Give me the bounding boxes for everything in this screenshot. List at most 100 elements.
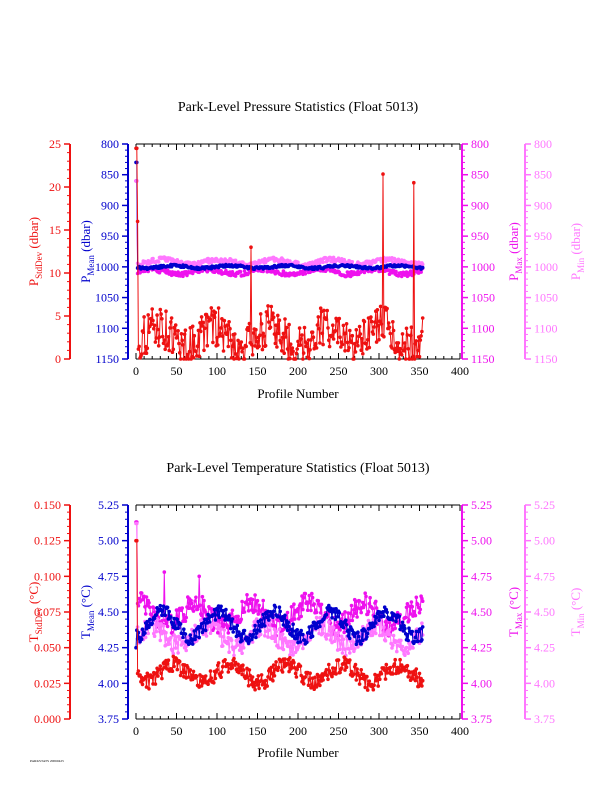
stddev-data-point bbox=[255, 683, 260, 687]
max-data-point bbox=[309, 608, 313, 613]
min-data-point bbox=[381, 631, 385, 636]
stddev-data-point bbox=[190, 324, 195, 329]
max-data-point bbox=[261, 598, 266, 603]
stddev-data-point bbox=[301, 357, 305, 361]
mean-axis-symbol: P bbox=[78, 276, 93, 283]
max-data-point bbox=[340, 612, 345, 617]
stddev-data-point bbox=[183, 328, 188, 333]
stddev-data-point bbox=[162, 338, 167, 342]
stddev-data-point bbox=[280, 349, 284, 353]
stddev-tick-label: 15 bbox=[49, 223, 61, 237]
stddev-axis-symbol: P bbox=[26, 279, 41, 286]
mean-data-point bbox=[163, 613, 167, 618]
max-tick-label: 900 bbox=[471, 198, 489, 212]
stddev-data-point bbox=[414, 339, 419, 343]
stddev-data-point bbox=[233, 352, 238, 356]
mean-tick-label: 4.25 bbox=[98, 641, 119, 655]
mean-data-point bbox=[224, 607, 228, 612]
stddev-data-point bbox=[254, 339, 259, 344]
stddev-series-line bbox=[136, 147, 424, 360]
min-data-point bbox=[399, 638, 403, 643]
mean-data-point bbox=[197, 635, 201, 640]
stddev-data-point bbox=[137, 344, 141, 349]
stddev-data-point bbox=[209, 306, 214, 310]
stddev-data-point bbox=[358, 332, 363, 336]
mean-data-point bbox=[251, 632, 256, 637]
mean-data-point bbox=[213, 618, 218, 622]
stddev-data-point bbox=[176, 329, 180, 333]
max-axis-label: TMax (°C) bbox=[506, 587, 524, 637]
stddev-data-point bbox=[318, 341, 322, 345]
mean-data-point bbox=[339, 619, 343, 624]
min-data-point bbox=[227, 650, 231, 654]
stddev-data-point bbox=[309, 338, 313, 342]
stddev-axis-subscript: StdDev bbox=[34, 607, 44, 635]
stddev-data-point bbox=[362, 319, 367, 324]
min-data-point bbox=[170, 648, 175, 653]
stddev-data-point bbox=[287, 322, 291, 327]
mean-data-point bbox=[154, 613, 159, 617]
x-tick-label: 0 bbox=[133, 364, 139, 378]
max-data-point bbox=[143, 612, 148, 616]
mean-data-point bbox=[252, 628, 257, 633]
min-tick-label: 900 bbox=[534, 198, 552, 212]
min-data-point bbox=[152, 634, 157, 638]
stddev-data-point bbox=[202, 348, 206, 353]
mean-data-point bbox=[187, 641, 192, 646]
min-axis-subscript: Min bbox=[576, 257, 586, 273]
mean-data-point bbox=[403, 626, 407, 631]
stddev-data-point bbox=[349, 340, 354, 345]
max-data-point bbox=[297, 616, 301, 621]
pressure-x-axis-label: Profile Number bbox=[257, 386, 339, 401]
stddev-data-point bbox=[413, 678, 418, 683]
stddev-data-point bbox=[377, 337, 381, 342]
max-data-point bbox=[374, 606, 379, 610]
stddev-data-point bbox=[266, 675, 270, 679]
mean-data-point bbox=[240, 639, 244, 643]
stddev-data-point bbox=[400, 332, 405, 336]
stddev-data-point bbox=[331, 337, 336, 341]
stddev-data-point bbox=[313, 675, 317, 680]
footer-stamp: PARKSTATS 20060425 bbox=[30, 759, 64, 763]
mean-data-point bbox=[188, 633, 193, 637]
max-data-point bbox=[351, 614, 355, 618]
stddev-data-point bbox=[376, 323, 381, 328]
stddev-data-point bbox=[314, 346, 319, 350]
min-data-point bbox=[288, 259, 292, 263]
stddev-data-point bbox=[251, 684, 256, 689]
stddev-data-point bbox=[367, 345, 372, 350]
stddev-data-point bbox=[253, 687, 257, 692]
max-data-point bbox=[293, 617, 297, 621]
stddev-data-point bbox=[345, 340, 350, 345]
stddev-data-point bbox=[280, 335, 285, 340]
mean-data-point bbox=[258, 618, 263, 622]
mean-data-point bbox=[235, 623, 240, 628]
stddev-data-point bbox=[396, 341, 401, 345]
min-data-point bbox=[274, 629, 278, 634]
stddev-data-point bbox=[238, 668, 243, 673]
stddev-data-point bbox=[325, 673, 330, 678]
min-tick-label: 1100 bbox=[534, 321, 558, 335]
min-data-point bbox=[323, 255, 328, 260]
stddev-data-point bbox=[157, 668, 162, 672]
pressure-chart: Park-Level Pressure Statistics (Float 50… bbox=[26, 100, 586, 401]
mean-data-point bbox=[202, 620, 206, 625]
stddev-data-point bbox=[247, 321, 252, 326]
max-data-point bbox=[245, 593, 249, 597]
stddev-data-point bbox=[324, 667, 329, 672]
stddev-data-point bbox=[361, 672, 366, 677]
min-data-point bbox=[283, 636, 287, 640]
stddev-data-point bbox=[225, 323, 230, 327]
max-data-point bbox=[189, 598, 193, 603]
max-data-point bbox=[256, 612, 261, 616]
stddev-data-point bbox=[256, 674, 261, 678]
mean-data-point bbox=[194, 634, 198, 639]
max-data-point bbox=[163, 618, 167, 623]
mean-data-point bbox=[267, 618, 271, 622]
min-data-point bbox=[164, 630, 168, 635]
stddev-data-point bbox=[201, 320, 205, 325]
stddev-data-point bbox=[177, 351, 182, 355]
stddev-data-point bbox=[406, 347, 411, 351]
stddev-data-point bbox=[222, 318, 227, 323]
stddev-data-point bbox=[146, 313, 150, 317]
